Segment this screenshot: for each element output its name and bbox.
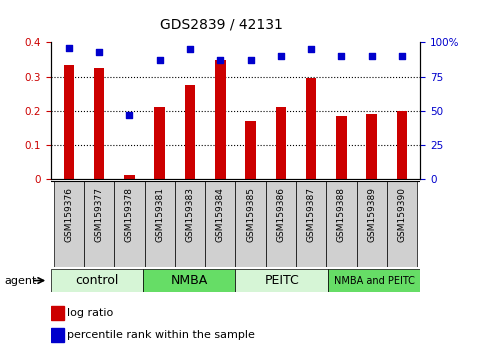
Text: GSM159384: GSM159384	[216, 188, 225, 242]
Bar	[215, 59, 226, 179]
Text: GSM159390: GSM159390	[398, 188, 407, 242]
Bar	[84, 181, 114, 267]
Bar	[367, 114, 377, 179]
Text: NMBA and PEITC: NMBA and PEITC	[334, 275, 414, 286]
Bar	[144, 181, 175, 267]
Bar	[356, 181, 387, 267]
Text: GSM159376: GSM159376	[64, 188, 73, 242]
Point	[277, 53, 285, 59]
Bar	[51, 306, 64, 320]
Bar	[327, 181, 356, 267]
Point	[186, 46, 194, 52]
Bar	[124, 175, 135, 179]
Bar	[143, 269, 236, 292]
Bar	[296, 181, 327, 267]
Text: control: control	[75, 274, 119, 287]
Point	[156, 57, 164, 63]
Text: log ratio: log ratio	[67, 308, 114, 318]
Text: GSM159386: GSM159386	[276, 188, 285, 242]
Point	[95, 49, 103, 55]
Bar	[51, 327, 64, 342]
Bar	[94, 68, 104, 179]
Text: NMBA: NMBA	[170, 274, 208, 287]
Text: PEITC: PEITC	[264, 274, 299, 287]
Bar	[155, 107, 165, 179]
Text: GSM159381: GSM159381	[155, 188, 164, 242]
Text: agent: agent	[5, 275, 37, 286]
Bar	[185, 85, 195, 179]
Text: GSM159383: GSM159383	[185, 188, 195, 242]
Bar	[175, 181, 205, 267]
Text: GSM159387: GSM159387	[307, 188, 316, 242]
Text: GSM159385: GSM159385	[246, 188, 255, 242]
Point	[126, 112, 133, 118]
Text: GDS2839 / 42131: GDS2839 / 42131	[159, 18, 283, 32]
Bar	[236, 181, 266, 267]
Text: GSM159388: GSM159388	[337, 188, 346, 242]
Bar	[328, 269, 420, 292]
Bar	[387, 181, 417, 267]
Point	[65, 45, 73, 51]
Bar	[54, 181, 84, 267]
Bar	[397, 110, 407, 179]
Point	[216, 57, 224, 63]
Text: GSM159389: GSM159389	[367, 188, 376, 242]
Bar	[245, 121, 256, 179]
Text: percentile rank within the sample: percentile rank within the sample	[67, 330, 255, 340]
Point	[338, 53, 345, 59]
Bar	[114, 181, 144, 267]
Bar	[51, 269, 143, 292]
Point	[398, 53, 406, 59]
Bar	[266, 181, 296, 267]
Bar	[205, 181, 236, 267]
Bar	[276, 107, 286, 179]
Text: GSM159378: GSM159378	[125, 188, 134, 242]
Point	[247, 57, 255, 63]
Point	[307, 46, 315, 52]
Text: GSM159377: GSM159377	[95, 188, 104, 242]
Bar	[236, 269, 328, 292]
Bar	[336, 116, 347, 179]
Bar	[306, 78, 316, 179]
Point	[368, 53, 376, 59]
Bar	[64, 65, 74, 179]
